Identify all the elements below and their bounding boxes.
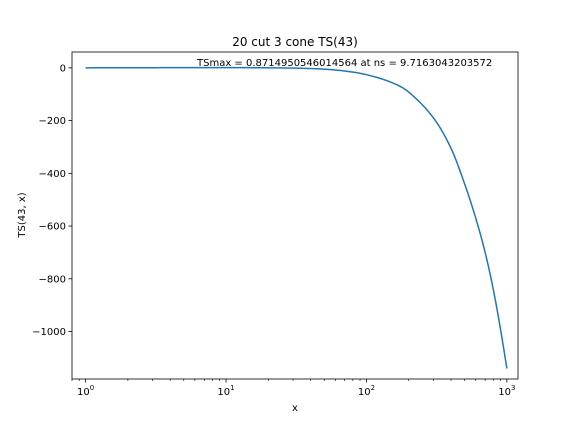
y-tick-label: 0 — [60, 63, 66, 74]
y-tick-label: −800 — [39, 274, 66, 285]
y-tick-label: −600 — [39, 222, 66, 233]
x-tick-exponent: 0 — [90, 384, 94, 392]
axes — [71, 51, 519, 380]
x-axis-label: x — [292, 403, 298, 414]
y-ticks: 0 −200 −400 −600 −800 −1000 — [32, 63, 72, 338]
series-group — [85, 66, 508, 369]
y-tick-label: −400 — [39, 169, 66, 180]
x-tick-label: 101 — [217, 384, 234, 398]
x-tick-label: 103 — [498, 384, 515, 398]
plot-area-frame — [71, 51, 519, 380]
x-tick-label: 102 — [358, 384, 375, 398]
y-tick-label: −1000 — [32, 327, 66, 338]
x-tick-base: 10 — [77, 387, 90, 398]
x-tick-exponent: 2 — [371, 384, 375, 392]
x-tick-base: 10 — [358, 387, 371, 398]
x-ticks: 100 101 102 103 — [71, 379, 515, 398]
y-tick-label: −200 — [39, 116, 66, 127]
x-tick-label: 100 — [77, 384, 94, 398]
chart-annotation: TSmax = 0.8714950546014564 at ns = 9.716… — [196, 58, 492, 69]
x-tick-exponent: 1 — [230, 384, 234, 392]
x-tick-base: 10 — [498, 387, 511, 398]
y-axis-label: TS(43, x) — [17, 192, 28, 238]
x-tick-exponent: 3 — [511, 384, 515, 392]
series-line — [85, 66, 508, 369]
x-tick-base: 10 — [217, 387, 230, 398]
chart-title: 20 cut 3 cone TS(43) — [232, 35, 358, 49]
